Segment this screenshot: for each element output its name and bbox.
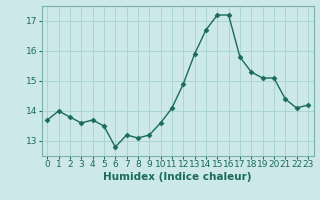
X-axis label: Humidex (Indice chaleur): Humidex (Indice chaleur) — [103, 172, 252, 182]
